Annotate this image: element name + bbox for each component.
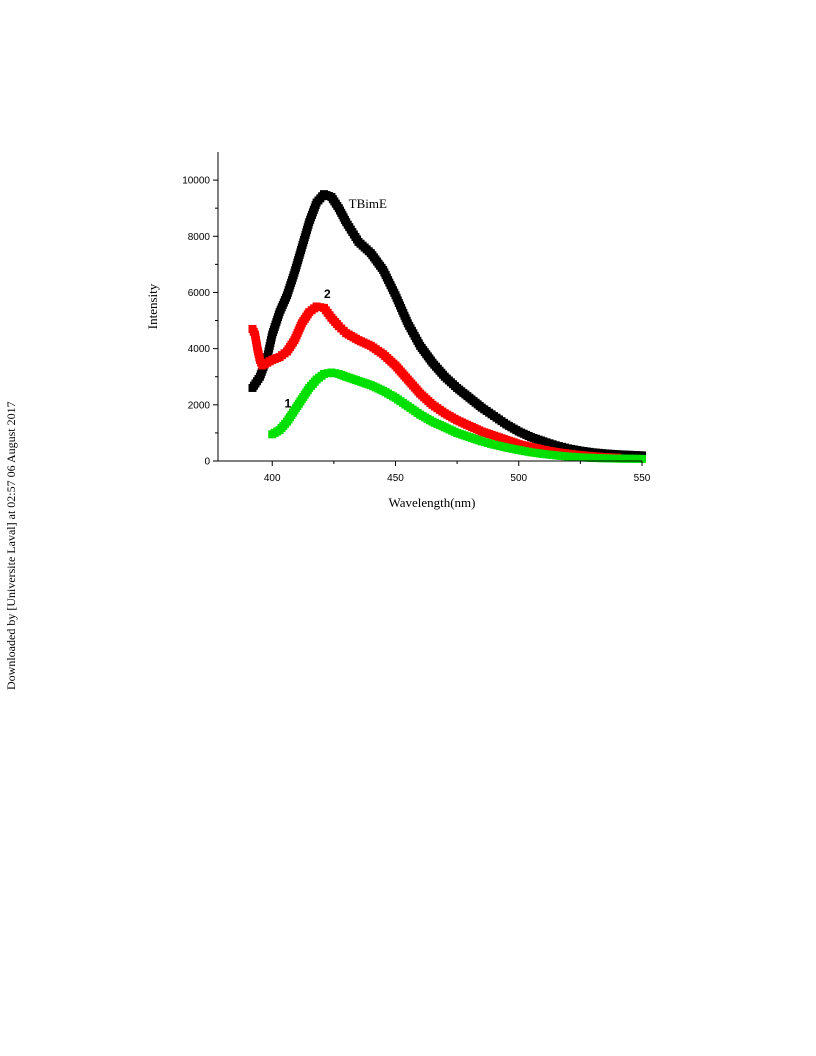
y-tick-label: 4000 [188,344,211,355]
x-tick-label: 400 [264,473,281,484]
series-3 [268,368,646,463]
series-2 [248,302,622,462]
x-axis-title: Wavelength(nm) [388,495,475,510]
annotation-layer: TBimE 2 1 [285,196,387,410]
x-tick-label: 450 [387,473,404,484]
axes-layer: 0 2000 4000 6000 8000 10000 400 450 500 550 [182,152,651,484]
data-point [638,454,646,463]
y-tick-label: 0 [204,457,210,468]
y-tick-label: 8000 [188,232,211,243]
curve-label: 1 [285,397,292,411]
curve-label: TBimE [349,196,387,211]
y-tick-label: 6000 [188,288,211,299]
y-tick-label: 2000 [188,400,211,411]
x-tick-label: 500 [510,473,527,484]
y-tick-label: 10000 [182,176,210,187]
curve-label: 2 [324,287,331,301]
series-layer [248,190,646,463]
y-axis-title: Intensity [145,283,160,329]
x-tick-label: 550 [634,473,651,484]
